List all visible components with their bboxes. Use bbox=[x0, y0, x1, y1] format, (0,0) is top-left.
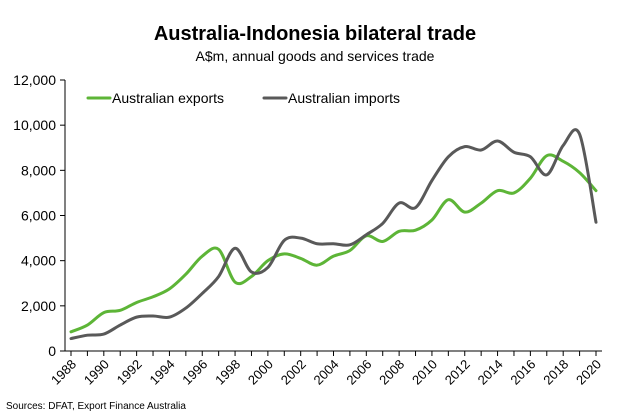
x-tick-label: 2004 bbox=[311, 357, 342, 388]
x-tick-label: 2016 bbox=[507, 357, 538, 388]
x-tick-label: 2020 bbox=[573, 357, 604, 388]
y-tick-label: 6,000 bbox=[21, 208, 56, 224]
x-tick-label: 1998 bbox=[212, 357, 243, 388]
series-layer bbox=[69, 128, 598, 341]
series-line-australian-imports bbox=[69, 128, 598, 341]
source-note: Sources: DFAT, Export Finance Australia bbox=[6, 401, 186, 412]
legend-label-australian-exports: Australian exports bbox=[112, 90, 224, 106]
x-tick-label: 2012 bbox=[442, 357, 473, 388]
y-tick-label: 2,000 bbox=[21, 298, 56, 314]
y-tick-label: 8,000 bbox=[21, 162, 56, 178]
x-tick-label: 1990 bbox=[81, 357, 112, 388]
series-line-australian-exports bbox=[69, 153, 598, 334]
legend-label-australian-imports: Australian imports bbox=[288, 90, 400, 106]
x-tick-label: 1988 bbox=[48, 357, 79, 388]
x-axis: 1988 1990 1992 1994 1996 1998 2000 2002 2004 2006… bbox=[48, 350, 604, 388]
x-tick-label: 1994 bbox=[147, 357, 178, 388]
x-tick-label: 2000 bbox=[245, 357, 276, 388]
y-tick-label: 0 bbox=[48, 343, 56, 359]
legend: Australian exports Australian imports bbox=[86, 90, 400, 106]
x-tick-label: 2014 bbox=[475, 357, 506, 388]
y-axis: 0 2,000 4,000 6,000 8,000 10,000 12,000 bbox=[13, 72, 66, 359]
y-tick-label: 4,000 bbox=[21, 253, 56, 269]
x-tick-label: 2018 bbox=[540, 357, 571, 388]
x-tick-label: 2002 bbox=[278, 357, 309, 388]
chart-subtitle: A$m, annual goods and services trade bbox=[196, 48, 435, 64]
x-tick-label: 1996 bbox=[179, 357, 210, 388]
x-tick-label: 1992 bbox=[114, 357, 145, 388]
x-tick-label: 2008 bbox=[376, 357, 407, 388]
y-tick-label: 12,000 bbox=[13, 72, 56, 88]
x-tick-label: 2006 bbox=[343, 357, 374, 388]
x-tick-label: 2010 bbox=[409, 357, 440, 388]
chart-title: Australia-Indonesia bilateral trade bbox=[154, 23, 476, 45]
y-tick-label: 10,000 bbox=[13, 117, 56, 133]
